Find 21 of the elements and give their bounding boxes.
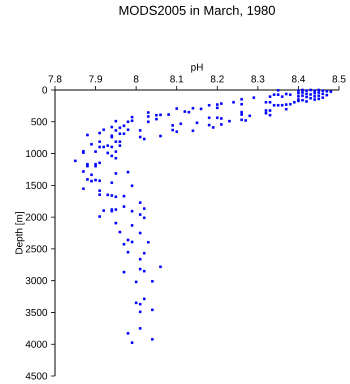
y-tick-label: 4000 xyxy=(26,340,48,348)
y-axis-title: Depth [m] xyxy=(15,212,24,254)
y-tick-label: 0 xyxy=(42,86,48,94)
x-tick-label: 8 xyxy=(134,75,138,82)
x-tick-label: 8.3 xyxy=(251,75,264,82)
y-tick-label: 4500 xyxy=(26,372,48,380)
x-tick-label: 8.4 xyxy=(292,75,306,82)
x-tick-label: 8.2 xyxy=(210,75,224,82)
x-tick-label: 8.1 xyxy=(170,75,184,82)
chart-title: MODS2005 in March, 1980 xyxy=(120,5,275,17)
x-tick-label: 7.9 xyxy=(89,75,102,82)
x-tick-label: 7.8 xyxy=(48,75,62,82)
y-tick-label: 2500 xyxy=(26,245,48,252)
y-tick-label: 1000 xyxy=(26,150,48,158)
x-axis-title: pH xyxy=(191,64,203,73)
y-tick-label: 2000 xyxy=(26,214,48,221)
y-tick-label: 500 xyxy=(31,118,48,126)
x-tick-label: 8.5 xyxy=(332,75,346,82)
y-tick-label: 1500 xyxy=(26,182,48,189)
y-tick-label: 3000 xyxy=(26,277,48,284)
y-tick-label: 3500 xyxy=(26,308,48,316)
